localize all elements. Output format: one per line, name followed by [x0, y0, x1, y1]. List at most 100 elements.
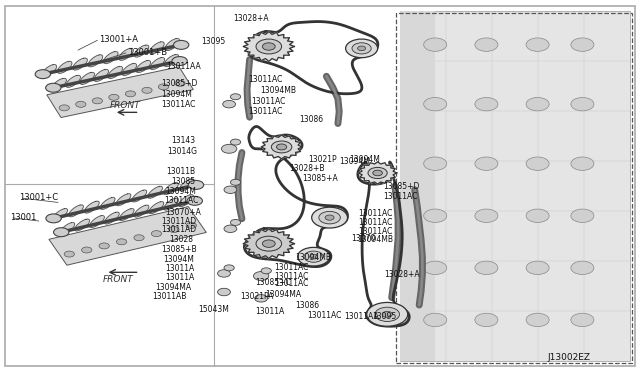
Circle shape [346, 39, 378, 58]
Circle shape [424, 38, 447, 51]
Text: 13085+B: 13085+B [161, 246, 197, 254]
Polygon shape [243, 229, 294, 259]
Text: 13001: 13001 [10, 213, 36, 222]
Text: 13094MB: 13094MB [260, 86, 296, 94]
Text: 13014G: 13014G [168, 147, 198, 156]
Polygon shape [150, 42, 164, 54]
Circle shape [59, 105, 69, 111]
Circle shape [125, 91, 136, 97]
Polygon shape [58, 61, 72, 73]
Text: FRONT: FRONT [103, 275, 134, 283]
Text: 13011AC: 13011AC [161, 100, 196, 109]
Text: 13094M: 13094M [349, 155, 380, 164]
Polygon shape [108, 67, 122, 78]
Text: 15043M: 15043M [198, 305, 229, 314]
Polygon shape [52, 209, 68, 221]
Circle shape [109, 94, 119, 100]
Circle shape [99, 243, 109, 249]
Circle shape [169, 227, 179, 232]
Circle shape [172, 57, 188, 65]
Polygon shape [150, 58, 164, 70]
Circle shape [526, 157, 549, 170]
Polygon shape [179, 195, 193, 206]
Text: 13094MB: 13094MB [357, 235, 393, 244]
Circle shape [116, 239, 127, 245]
Circle shape [276, 144, 287, 150]
Polygon shape [116, 194, 131, 206]
Polygon shape [68, 205, 83, 217]
Circle shape [218, 288, 230, 296]
Text: 13070: 13070 [351, 234, 375, 243]
Circle shape [310, 254, 317, 259]
Text: 13011AC: 13011AC [251, 97, 285, 106]
Text: 13011AB: 13011AB [152, 292, 187, 301]
Polygon shape [75, 219, 90, 231]
Circle shape [526, 97, 549, 111]
Circle shape [186, 222, 196, 228]
Text: FRONT: FRONT [109, 101, 140, 110]
Polygon shape [94, 70, 109, 81]
Polygon shape [134, 205, 149, 217]
Circle shape [262, 43, 275, 50]
Text: 13094M: 13094M [165, 187, 196, 196]
Circle shape [35, 70, 51, 78]
Text: 13011AC: 13011AC [164, 196, 198, 205]
Circle shape [224, 225, 237, 232]
Text: 13011AD: 13011AD [161, 217, 196, 226]
Text: 13011AC: 13011AC [307, 311, 342, 320]
Polygon shape [42, 65, 56, 77]
Circle shape [325, 215, 334, 220]
Polygon shape [122, 64, 136, 76]
Polygon shape [136, 61, 150, 73]
Text: 13001+A: 13001+A [99, 35, 138, 44]
Polygon shape [148, 186, 163, 198]
Polygon shape [134, 45, 149, 57]
Text: J13002EZ: J13002EZ [547, 353, 590, 362]
Circle shape [368, 167, 387, 179]
Circle shape [230, 219, 241, 225]
Circle shape [46, 214, 61, 223]
Circle shape [526, 38, 549, 51]
Circle shape [526, 261, 549, 275]
Circle shape [255, 295, 268, 302]
Circle shape [312, 207, 348, 228]
Text: 13085+C: 13085+C [255, 278, 291, 287]
Circle shape [424, 157, 447, 170]
Polygon shape [119, 48, 134, 60]
Bar [400, 11, 630, 361]
Text: 13095: 13095 [372, 312, 397, 321]
Polygon shape [149, 202, 164, 214]
Text: 13094MA: 13094MA [155, 283, 191, 292]
Circle shape [475, 97, 498, 111]
Circle shape [256, 236, 282, 251]
Circle shape [571, 313, 594, 327]
Circle shape [475, 38, 498, 51]
Polygon shape [165, 39, 180, 51]
Text: 13028+A: 13028+A [384, 270, 420, 279]
Text: 13094MB: 13094MB [296, 253, 332, 262]
Text: 13094M: 13094M [161, 90, 192, 99]
Circle shape [158, 84, 168, 90]
Text: 13011AD: 13011AD [161, 225, 196, 234]
Circle shape [571, 209, 594, 222]
Text: 13011AC: 13011AC [274, 263, 308, 272]
Polygon shape [104, 212, 119, 224]
Circle shape [319, 211, 340, 224]
Circle shape [230, 94, 241, 100]
Circle shape [372, 170, 383, 176]
Text: 13094MA: 13094MA [266, 290, 301, 299]
Text: 13011B: 13011B [166, 167, 196, 176]
Text: 13011AC: 13011AC [358, 227, 393, 236]
Circle shape [256, 39, 282, 54]
Circle shape [571, 157, 594, 170]
Circle shape [173, 41, 189, 49]
Polygon shape [243, 32, 294, 61]
Circle shape [271, 141, 292, 153]
Polygon shape [60, 222, 75, 234]
Polygon shape [179, 179, 194, 191]
Text: 13011AA: 13011AA [344, 312, 379, 321]
Polygon shape [261, 135, 302, 159]
Circle shape [221, 144, 237, 153]
Polygon shape [132, 190, 147, 202]
Text: 13094M: 13094M [339, 157, 370, 166]
